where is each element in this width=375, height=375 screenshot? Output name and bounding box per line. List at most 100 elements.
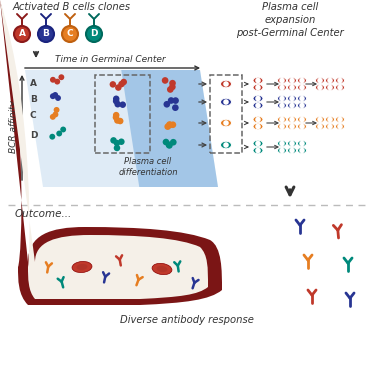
Circle shape bbox=[317, 85, 323, 90]
Point bbox=[172, 105, 178, 111]
Circle shape bbox=[279, 141, 285, 146]
Circle shape bbox=[337, 124, 343, 129]
Ellipse shape bbox=[326, 123, 334, 129]
Ellipse shape bbox=[253, 102, 263, 109]
Circle shape bbox=[223, 81, 229, 87]
Text: Diverse antibody response: Diverse antibody response bbox=[120, 315, 254, 325]
Ellipse shape bbox=[297, 84, 306, 90]
Ellipse shape bbox=[278, 78, 286, 84]
Circle shape bbox=[279, 117, 285, 122]
Point bbox=[162, 78, 168, 84]
Point bbox=[167, 87, 173, 93]
Point bbox=[120, 102, 126, 108]
Ellipse shape bbox=[253, 147, 263, 154]
Circle shape bbox=[279, 96, 285, 101]
Ellipse shape bbox=[288, 84, 297, 90]
Polygon shape bbox=[121, 70, 218, 187]
Ellipse shape bbox=[336, 78, 345, 84]
Circle shape bbox=[317, 117, 323, 122]
Ellipse shape bbox=[278, 117, 286, 123]
Ellipse shape bbox=[278, 123, 286, 129]
Ellipse shape bbox=[297, 78, 306, 84]
Circle shape bbox=[279, 103, 285, 108]
Circle shape bbox=[289, 148, 295, 153]
Circle shape bbox=[289, 85, 295, 90]
Ellipse shape bbox=[326, 78, 334, 84]
Ellipse shape bbox=[288, 123, 297, 129]
Point bbox=[113, 98, 119, 104]
Circle shape bbox=[14, 26, 30, 42]
Point bbox=[114, 117, 120, 123]
Bar bbox=[95, 75, 150, 153]
Circle shape bbox=[317, 124, 323, 129]
Ellipse shape bbox=[220, 119, 231, 127]
Point bbox=[163, 139, 169, 145]
Ellipse shape bbox=[288, 78, 297, 84]
Point bbox=[113, 114, 119, 120]
Circle shape bbox=[337, 78, 343, 83]
Circle shape bbox=[289, 96, 295, 101]
Point bbox=[166, 142, 172, 148]
Point bbox=[170, 139, 176, 145]
Circle shape bbox=[299, 78, 305, 83]
Circle shape bbox=[289, 103, 295, 108]
Ellipse shape bbox=[253, 123, 263, 130]
Ellipse shape bbox=[326, 117, 334, 123]
Point bbox=[114, 145, 120, 151]
Point bbox=[50, 93, 56, 99]
Point bbox=[116, 84, 122, 90]
PathPatch shape bbox=[0, 227, 222, 375]
Bar bbox=[210, 75, 242, 153]
Point bbox=[113, 112, 119, 118]
Ellipse shape bbox=[156, 266, 168, 272]
Ellipse shape bbox=[288, 96, 297, 102]
Ellipse shape bbox=[253, 116, 263, 123]
Point bbox=[110, 81, 116, 87]
Circle shape bbox=[255, 117, 261, 122]
Point bbox=[60, 126, 66, 132]
Point bbox=[118, 81, 124, 87]
Circle shape bbox=[255, 78, 261, 83]
Point bbox=[172, 98, 178, 104]
Point bbox=[164, 101, 170, 107]
Circle shape bbox=[255, 85, 261, 90]
Ellipse shape bbox=[315, 117, 324, 123]
Ellipse shape bbox=[288, 102, 297, 108]
Text: C: C bbox=[30, 111, 37, 120]
Circle shape bbox=[327, 78, 333, 83]
Text: B: B bbox=[30, 94, 37, 104]
Ellipse shape bbox=[288, 117, 297, 123]
Point bbox=[115, 101, 121, 107]
Ellipse shape bbox=[326, 84, 334, 90]
Circle shape bbox=[299, 85, 305, 90]
Circle shape bbox=[86, 26, 102, 42]
Circle shape bbox=[289, 117, 295, 122]
Circle shape bbox=[279, 78, 285, 83]
Circle shape bbox=[279, 124, 285, 129]
Circle shape bbox=[255, 124, 261, 129]
Circle shape bbox=[327, 117, 333, 122]
Text: A: A bbox=[30, 78, 37, 87]
Text: D: D bbox=[90, 30, 98, 39]
Point bbox=[50, 77, 56, 83]
Point bbox=[52, 92, 58, 98]
Circle shape bbox=[62, 26, 78, 42]
Point bbox=[49, 134, 55, 140]
Circle shape bbox=[279, 85, 285, 90]
Ellipse shape bbox=[336, 117, 345, 123]
Circle shape bbox=[299, 124, 305, 129]
Point bbox=[56, 130, 62, 136]
Ellipse shape bbox=[278, 96, 286, 102]
Circle shape bbox=[289, 141, 295, 146]
Ellipse shape bbox=[72, 261, 92, 273]
Point bbox=[170, 84, 176, 90]
Ellipse shape bbox=[288, 141, 297, 147]
Point bbox=[55, 95, 61, 101]
Text: BCR affinity: BCR affinity bbox=[9, 100, 18, 153]
Point bbox=[54, 79, 60, 85]
Ellipse shape bbox=[315, 84, 324, 90]
Circle shape bbox=[299, 148, 305, 153]
Point bbox=[117, 118, 123, 124]
Circle shape bbox=[299, 117, 305, 122]
Text: Activated B cells clones: Activated B cells clones bbox=[13, 2, 131, 12]
